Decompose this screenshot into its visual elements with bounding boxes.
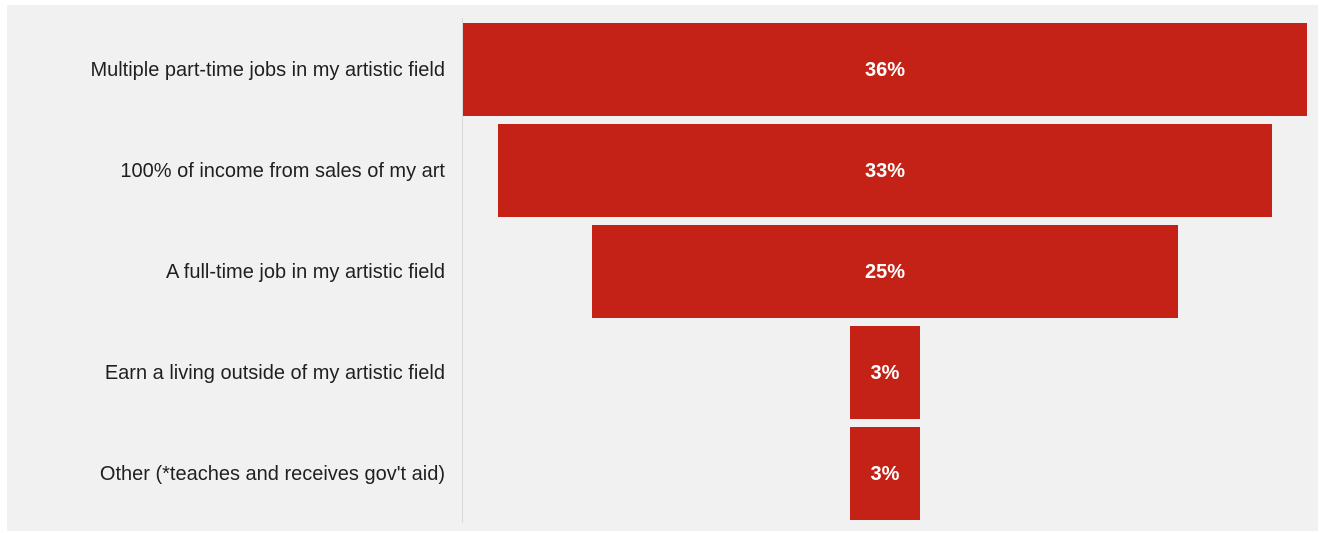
- category-label: 100% of income from sales of my art: [120, 159, 445, 182]
- bar-value-label: 36%: [864, 58, 906, 81]
- category-label: A full-time job in my artistic field: [166, 260, 445, 283]
- bar-value-label: 3%: [870, 462, 900, 485]
- funnel-bar: 25%: [591, 225, 1179, 318]
- bar-value-label: 33%: [864, 159, 905, 182]
- funnel-bar: 36%: [463, 23, 1307, 116]
- bar-value-label: 25%: [864, 260, 905, 283]
- funnel-bar: 3%: [849, 427, 921, 520]
- funnel-bar: 3%: [849, 326, 921, 419]
- bar-value-label: 3%: [870, 361, 900, 384]
- funnel-bar: 33%: [498, 124, 1272, 217]
- category-label: Other (*teaches and receives gov't aid): [99, 462, 445, 485]
- category-label: Multiple part-time jobs in my artistic f…: [90, 58, 445, 81]
- category-label: Earn a living outside of my artistic fie…: [104, 361, 445, 384]
- category-axis-line: [462, 18, 463, 523]
